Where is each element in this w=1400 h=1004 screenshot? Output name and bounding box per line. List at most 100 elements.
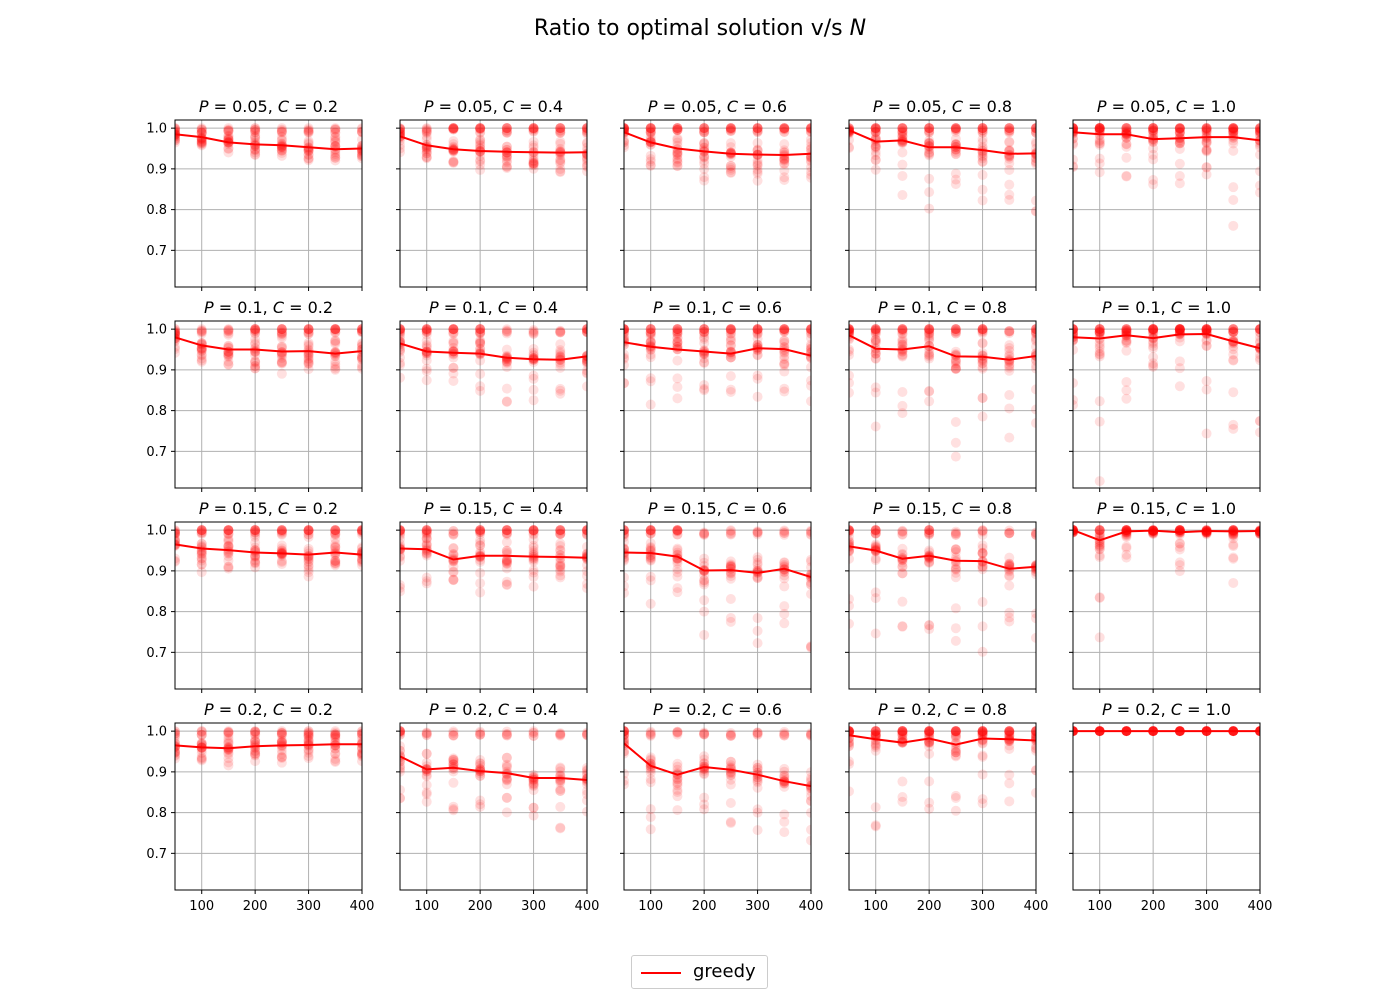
trial-point	[624, 123, 629, 134]
trial-point	[725, 756, 736, 767]
trial-point	[330, 363, 341, 374]
trial-point	[175, 123, 180, 134]
trial-point	[196, 325, 207, 336]
trial-point	[897, 136, 908, 147]
trial-point	[1228, 541, 1239, 552]
trial-point	[475, 758, 486, 769]
trial-point	[645, 538, 656, 549]
trial-point	[357, 557, 362, 568]
trial-point	[1255, 123, 1260, 134]
trial-point	[870, 726, 881, 737]
trial-point	[250, 363, 261, 374]
trial-point	[1174, 560, 1185, 571]
trial-point	[672, 784, 683, 795]
trial-point	[175, 553, 180, 564]
trial-point	[501, 792, 512, 803]
trial-point	[699, 324, 710, 335]
trial-point	[330, 556, 341, 567]
trial-point	[924, 547, 935, 558]
trial-point	[475, 727, 486, 738]
trial-point	[582, 160, 587, 171]
trial-point	[870, 739, 881, 750]
param-p-symbol: P	[653, 298, 663, 317]
param-p-value: = 0.15,	[209, 499, 278, 518]
trial-point	[950, 179, 961, 190]
trial-point	[223, 742, 234, 753]
trial-point	[175, 728, 180, 739]
trial-point	[1031, 743, 1036, 754]
trial-point	[897, 526, 908, 537]
trial-point	[897, 131, 908, 142]
trial-point	[582, 137, 587, 148]
trial-point	[175, 327, 180, 338]
trial-point	[977, 411, 988, 422]
trial-point	[582, 142, 587, 153]
trial-point	[528, 352, 539, 363]
trial-point	[950, 563, 961, 574]
trial-point	[924, 150, 935, 161]
trial-point	[1228, 145, 1239, 156]
trial-point	[555, 123, 566, 134]
trial-point	[223, 143, 234, 154]
trial-point	[175, 328, 180, 339]
trial-point	[672, 778, 683, 789]
trial-point	[950, 363, 961, 374]
trial-point	[950, 737, 961, 748]
trial-point	[725, 563, 736, 574]
trial-point	[196, 127, 207, 138]
trial-point	[1031, 740, 1036, 751]
subplot-title: P = 0.1, C = 0.8	[878, 298, 1007, 317]
trial-point	[897, 408, 908, 419]
trial-point	[501, 357, 512, 368]
trial-point	[330, 335, 341, 346]
trial-point	[501, 350, 512, 361]
trial-point	[357, 340, 362, 351]
trial-point	[1094, 540, 1105, 551]
trial-point	[475, 770, 486, 781]
trial-point	[950, 567, 961, 578]
trial-point	[806, 169, 811, 180]
trial-point	[1228, 123, 1239, 134]
trial-point	[672, 774, 683, 785]
trial-point	[223, 562, 234, 573]
trial-point	[555, 345, 566, 356]
trial-point	[1031, 529, 1036, 540]
subplot-2: P = 0.05, C = 0.4	[396, 97, 588, 291]
trial-point	[582, 773, 587, 784]
trial-point	[645, 554, 656, 565]
trial-point	[924, 351, 935, 362]
trial-point	[330, 134, 341, 145]
trial-point	[699, 629, 710, 640]
trial-point	[555, 545, 566, 556]
trial-point	[175, 732, 180, 743]
trial-point	[1174, 171, 1185, 182]
trial-point	[1201, 428, 1212, 439]
trial-point	[400, 580, 405, 591]
trial-point	[196, 349, 207, 360]
trial-point	[501, 151, 512, 162]
trial-point	[448, 346, 459, 357]
trial-point	[950, 554, 961, 565]
trial-point	[555, 167, 566, 178]
trial-point	[250, 746, 261, 757]
trial-point	[1073, 344, 1078, 355]
trial-point	[582, 357, 587, 368]
trial-point	[276, 134, 287, 145]
trial-point	[223, 742, 234, 753]
trial-point	[924, 324, 935, 335]
trial-point	[475, 338, 486, 349]
trial-point	[196, 553, 207, 564]
trial-point	[223, 540, 234, 551]
trial-point	[897, 351, 908, 362]
trial-point	[672, 583, 683, 594]
trial-point	[624, 333, 629, 344]
trial-point	[250, 147, 261, 158]
trial-point	[849, 536, 854, 547]
trial-point	[528, 370, 539, 381]
trial-point	[528, 140, 539, 151]
trial-point	[400, 764, 405, 775]
trial-point	[870, 555, 881, 566]
trial-point	[1004, 158, 1015, 169]
trial-point	[196, 525, 207, 536]
trial-point	[1148, 175, 1159, 186]
